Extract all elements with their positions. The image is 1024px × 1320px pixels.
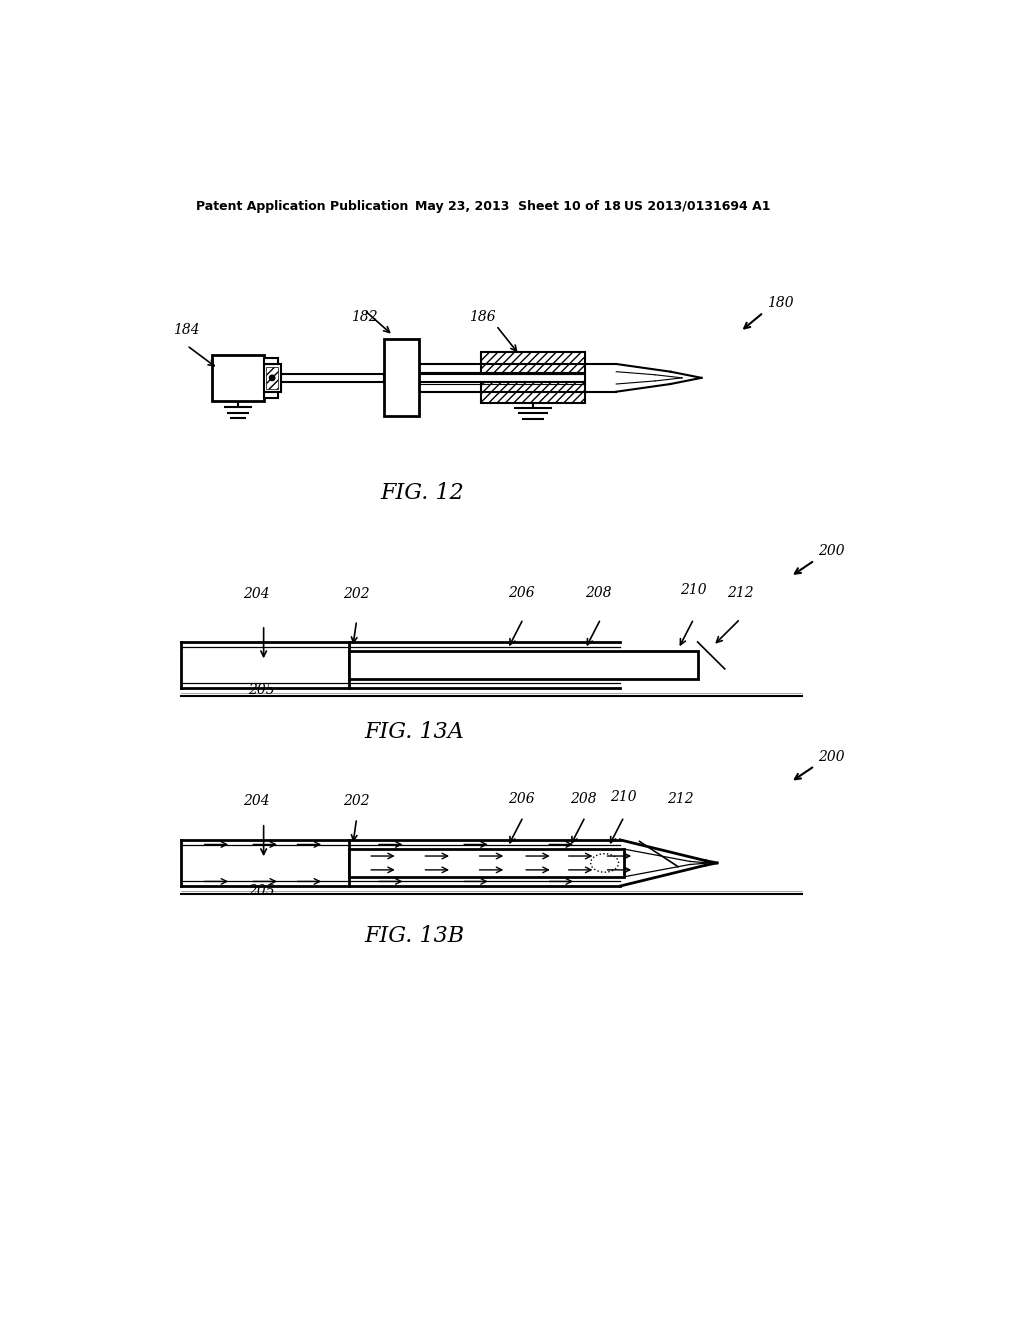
Text: 206: 206 <box>508 792 535 807</box>
Circle shape <box>269 375 274 380</box>
Text: 182: 182 <box>351 310 378 323</box>
Text: US 2013/0131694 A1: US 2013/0131694 A1 <box>624 199 770 213</box>
Text: 184: 184 <box>173 323 200 337</box>
Text: May 23, 2013  Sheet 10 of 18: May 23, 2013 Sheet 10 of 18 <box>415 199 621 213</box>
Text: 202: 202 <box>343 793 370 808</box>
Bar <box>419 374 586 381</box>
Text: 200: 200 <box>818 544 845 558</box>
Bar <box>264 358 279 364</box>
Bar <box>480 381 586 404</box>
Text: FIG. 13B: FIG. 13B <box>365 925 465 948</box>
Text: 208: 208 <box>569 792 596 807</box>
Text: 200: 200 <box>818 750 845 763</box>
Bar <box>349 849 624 876</box>
Bar <box>349 651 697 678</box>
Text: 205: 205 <box>248 684 274 697</box>
Bar <box>480 352 586 374</box>
Text: 202: 202 <box>343 587 370 601</box>
Text: 212: 212 <box>727 586 754 599</box>
Bar <box>212 355 264 401</box>
Text: 204: 204 <box>243 793 269 808</box>
Text: Patent Application Publication: Patent Application Publication <box>197 199 409 213</box>
Text: 186: 186 <box>469 310 496 323</box>
Text: 206: 206 <box>508 586 535 599</box>
Text: 210: 210 <box>610 789 637 804</box>
Bar <box>384 339 419 416</box>
Text: 208: 208 <box>586 586 612 599</box>
Text: 205: 205 <box>248 883 274 898</box>
Text: 212: 212 <box>667 792 693 807</box>
Bar <box>264 364 282 392</box>
Bar <box>264 392 279 397</box>
Text: 180: 180 <box>767 296 794 310</box>
Text: FIG. 12: FIG. 12 <box>381 482 464 504</box>
Bar <box>266 367 279 388</box>
Bar <box>282 374 384 381</box>
Text: 204: 204 <box>243 587 269 601</box>
Text: 210: 210 <box>680 583 707 598</box>
Text: FIG. 13A: FIG. 13A <box>365 721 465 743</box>
